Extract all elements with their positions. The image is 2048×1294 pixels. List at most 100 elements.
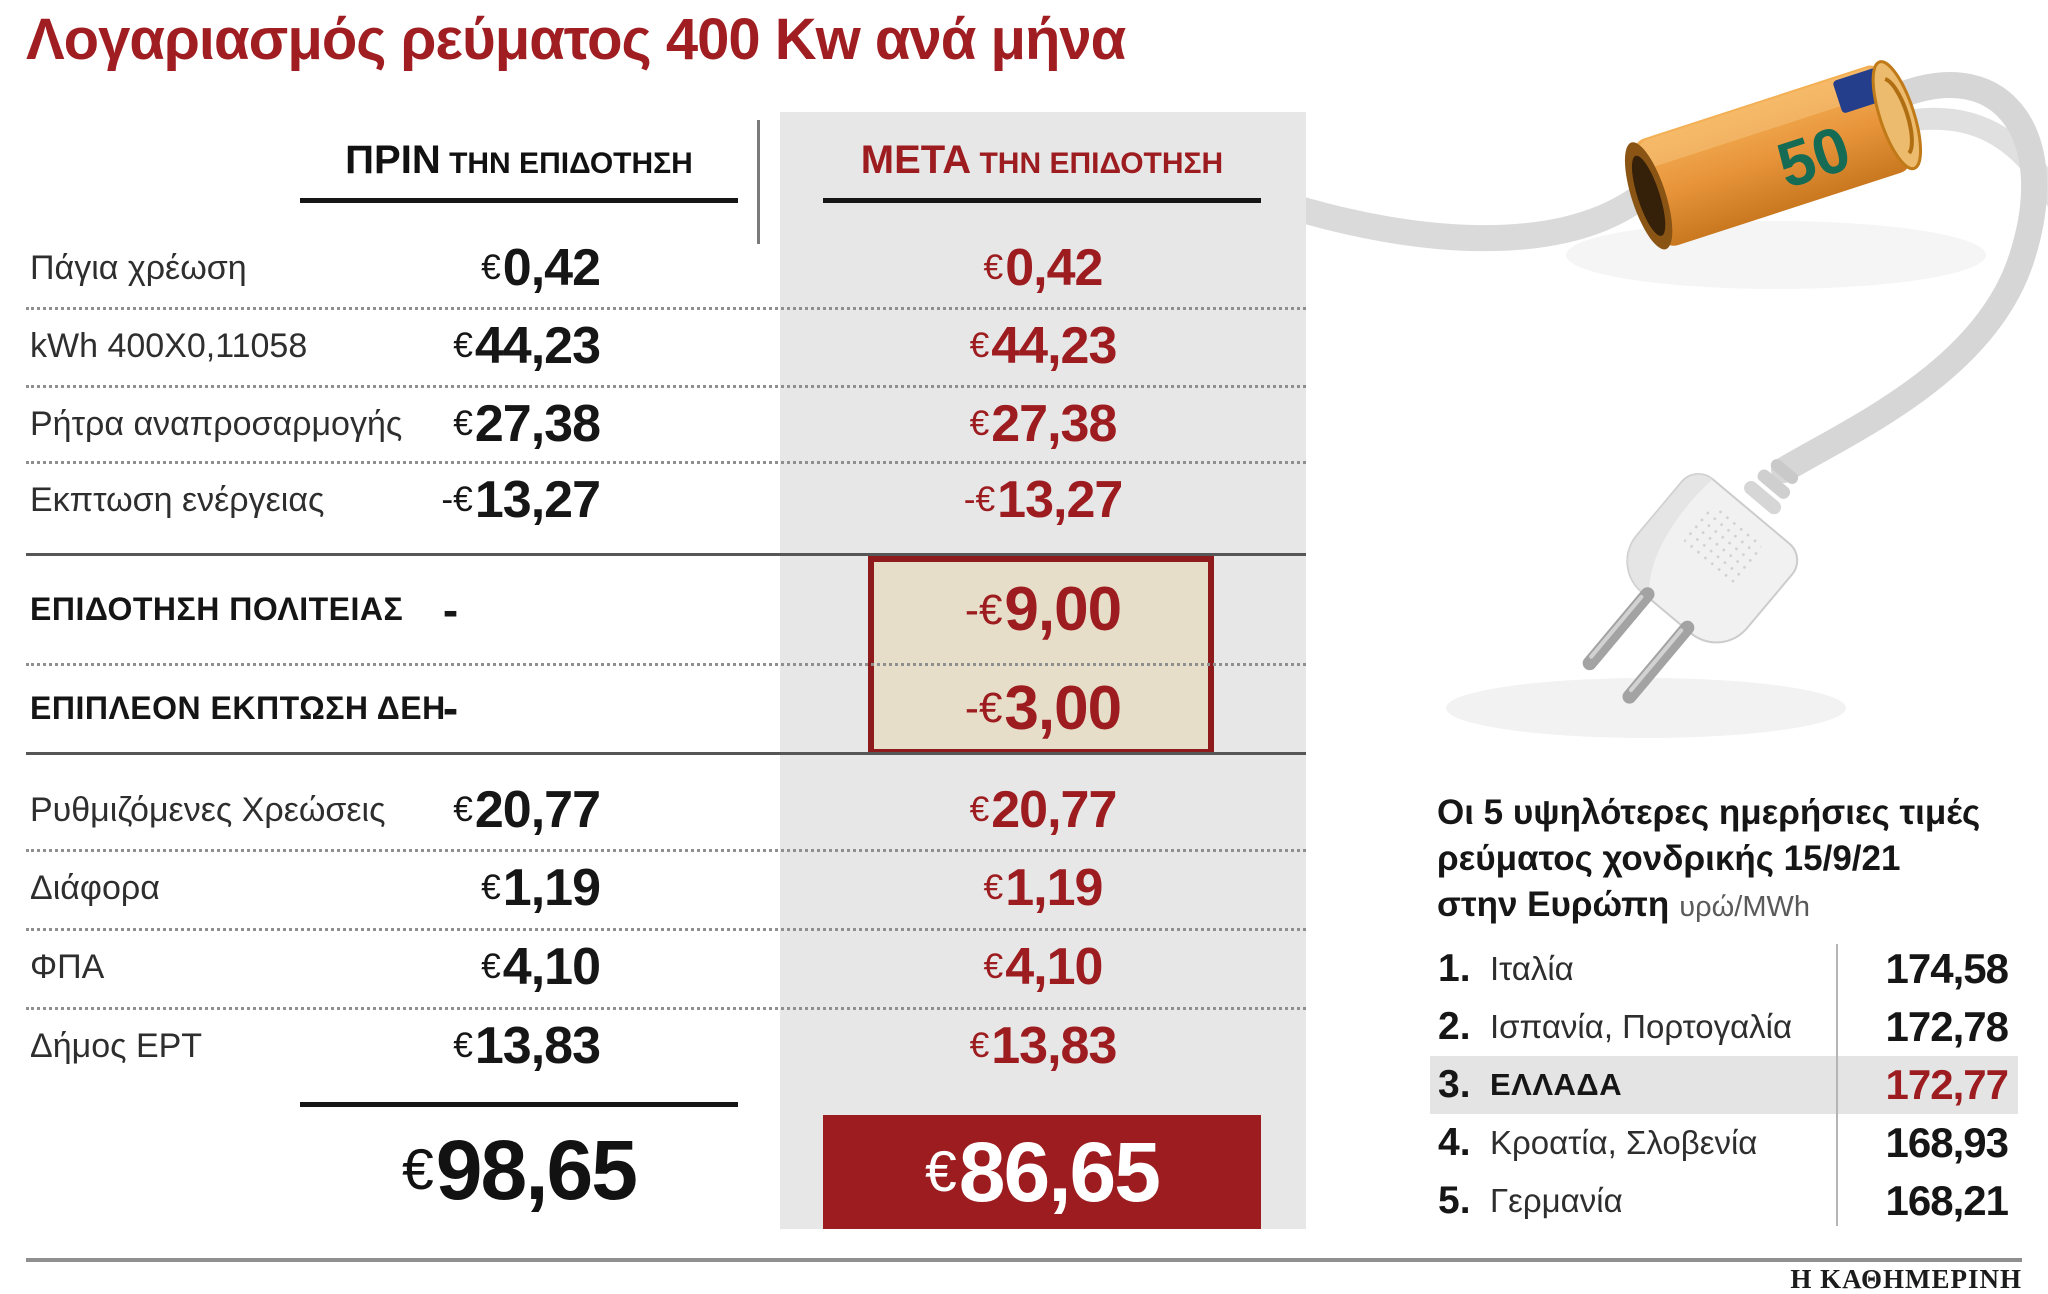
heading-line-1: Οι 5 υψηλότερες ημερήσιες τιμές	[1437, 793, 1981, 832]
subsidy-row: ΕΠΙΔΟΤΗΣΗ ΠΟΛΙΤΕΙΑΣ - -€ 9,00	[26, 556, 1306, 663]
solid-separator	[26, 752, 1306, 755]
bill-row: ΦΠΑ €4,10 €4,10	[26, 928, 1306, 1006]
bill-row: Δήμος ΕΡΤ €13,83 €13,83	[26, 1007, 1306, 1085]
after-value: €27,38	[969, 395, 1118, 453]
power-cable	[1306, 187, 1649, 252]
header-after-rest: ΤΗΝ ΕΠΙΔΟΤΗΣΗ	[971, 147, 1224, 180]
footer-rule	[26, 1258, 2022, 1262]
bill-row: Ρήτρα αναπροσαρμογής €27,38 €27,38	[26, 385, 1306, 463]
before-value: €44,23	[453, 317, 601, 375]
rank: 4.	[1438, 1121, 1471, 1164]
list-item: 4. Κροατία, Σλοβενία 168,93	[1430, 1114, 2018, 1172]
shadow	[1446, 678, 1846, 738]
dotted-separator	[26, 928, 1306, 931]
country: ΕΛΛΑΔΑ	[1490, 1067, 1623, 1102]
list-item: 2. Ισπανία, Πορτογαλία 172,78	[1430, 998, 2018, 1056]
column-header-before: ΠΡΙΝ ΤΗΝ ΕΠΙΔΟΤΗΣΗ	[300, 138, 738, 183]
price-list-heading: Οι 5 υψηλότερες ημερήσιες τιμές ρεύματος…	[1437, 790, 2037, 930]
bill-row: Διάφορα €1,19 €1,19	[26, 849, 1306, 927]
rank: 3.	[1438, 1063, 1471, 1106]
country: Γερμανία	[1490, 1182, 1623, 1219]
row-label: Ρήτρα αναπροσαρμογής	[30, 404, 403, 443]
after-value: -€ 3,00	[964, 673, 1122, 743]
header-before-strong: ΠΡΙΝ	[345, 138, 441, 182]
after-value: €13,83	[969, 1017, 1118, 1075]
dotted-separator	[26, 307, 1306, 310]
page-title: Λογαριασμός ρεύματος 400 Kw ανά μήνα	[26, 7, 1126, 72]
after-value: €20,77	[969, 781, 1118, 839]
row-label: Πάγια χρέωση	[30, 248, 247, 287]
country: Ισπανία, Πορτογαλία	[1490, 1008, 1793, 1045]
price-value: 172,77	[1885, 1061, 2009, 1108]
row-label: ΕΠΙΠΛΕΟΝ ΕΚΠΤΩΣΗ ΔΕΗ	[30, 689, 446, 726]
before-value: €27,38	[453, 395, 601, 453]
heading-unit: υρώ/MWh	[1679, 891, 1810, 923]
bill-row: kWh 400X0,11058 €44,23 €44,23	[26, 307, 1306, 385]
before-value: €20,77	[453, 781, 601, 839]
after-value: €1,19	[983, 859, 1104, 917]
dotted-separator	[26, 385, 1306, 388]
price-list: 1. Ιταλία 174,58 2. Ισπανία, Πορτογαλία …	[1430, 940, 2018, 1230]
after-value: -€ 13,27	[963, 471, 1124, 529]
price-value: 168,93	[1885, 1119, 2009, 1166]
plug-pin	[1622, 620, 1695, 704]
power-cable	[1771, 72, 2048, 483]
total-rule	[300, 1102, 738, 1107]
row-label: ΕΠΙΔΟΤΗΣΗ ΠΟΛΙΤΕΙΑΣ	[30, 591, 404, 627]
header-underline-before	[300, 198, 738, 203]
rank: 1.	[1438, 947, 1471, 990]
list-item-highlighted: 3. ΕΛΛΑΔΑ 172,77	[1430, 1056, 2018, 1114]
shadow	[1566, 221, 1986, 289]
total-after: €86,65	[823, 1115, 1261, 1229]
before-value: €1,19	[481, 859, 601, 917]
dotted-separator	[26, 663, 1306, 666]
dotted-separator	[26, 849, 1306, 852]
dotted-separator	[26, 461, 1306, 464]
list-item: 5. Γερμανία 168,21	[1430, 1172, 2018, 1230]
row-label: Διάφορα	[30, 868, 160, 907]
price-value: 174,58	[1885, 945, 2009, 992]
dotted-separator	[26, 1007, 1306, 1010]
country: Ιταλία	[1490, 950, 1574, 987]
after-value: -€ 9,00	[964, 575, 1122, 644]
subsidy-highlight-box	[868, 556, 1214, 755]
before-value: -	[442, 682, 458, 734]
row-label: kWh 400X0,11058	[30, 326, 308, 365]
country: Κροατία, Σλοβενία	[1490, 1124, 1758, 1161]
before-value: €4,10	[481, 938, 601, 996]
header-underline-after	[823, 198, 1261, 203]
list-divider	[1836, 944, 1838, 1226]
power-cable	[1903, 107, 2048, 207]
rank: 2.	[1438, 1005, 1471, 1048]
header-after-strong: ΜΕΤΑ	[860, 138, 972, 182]
newspaper-brand: Η ΚΑΘΗΜΕΡΙΝΗ	[1790, 1264, 2022, 1294]
heading-line-2: ρεύματος χονδρικής 15/9/21	[1437, 839, 1901, 878]
euro-plug	[1582, 459, 1799, 704]
price-value: 168,21	[1885, 1177, 2009, 1224]
list-item: 1. Ιταλία 174,58	[1430, 940, 2018, 998]
price-value: 172,78	[1885, 1003, 2009, 1050]
after-value: €0,42	[983, 239, 1104, 297]
before-value: €13,83	[453, 1017, 601, 1075]
column-header-after: ΜΕΤΑ ΤΗΝ ΕΠΙΔΟΤΗΣΗ	[823, 138, 1261, 183]
before-value: -€ 13,27	[441, 471, 601, 529]
before-value: €0,42	[481, 239, 601, 297]
after-value: €44,23	[969, 317, 1118, 375]
header-divider	[757, 120, 760, 244]
before-value: -	[442, 583, 458, 636]
row-label: ΦΠΑ	[30, 947, 105, 986]
banknote-roll: 50	[1624, 60, 1923, 250]
row-label: Ρυθμιζόμενες Χρεώσεις	[30, 790, 386, 829]
bill-row: Εκπτωση ενέργειας -€ 13,27 -€ 13,27	[26, 461, 1306, 539]
row-label: Εκπτωση ενέργειας	[30, 480, 325, 519]
solid-separator	[26, 553, 1306, 556]
bill-row: Ρυθμιζόμενες Χρεώσεις €20,77 €20,77	[26, 771, 1306, 849]
header-before-rest: ΤΗΝ ΕΠΙΔΟΤΗΣΗ	[440, 147, 693, 180]
plug-pin	[1582, 587, 1655, 671]
rank: 5.	[1438, 1179, 1471, 1222]
total-before: €98,65	[402, 1122, 638, 1217]
bill-row: Πάγια χρέωση €0,42 €0,42	[26, 229, 1306, 307]
heading-line-3: στην Ευρώπη υρώ/MWh	[1437, 885, 1810, 924]
after-value: €4,10	[983, 938, 1104, 996]
